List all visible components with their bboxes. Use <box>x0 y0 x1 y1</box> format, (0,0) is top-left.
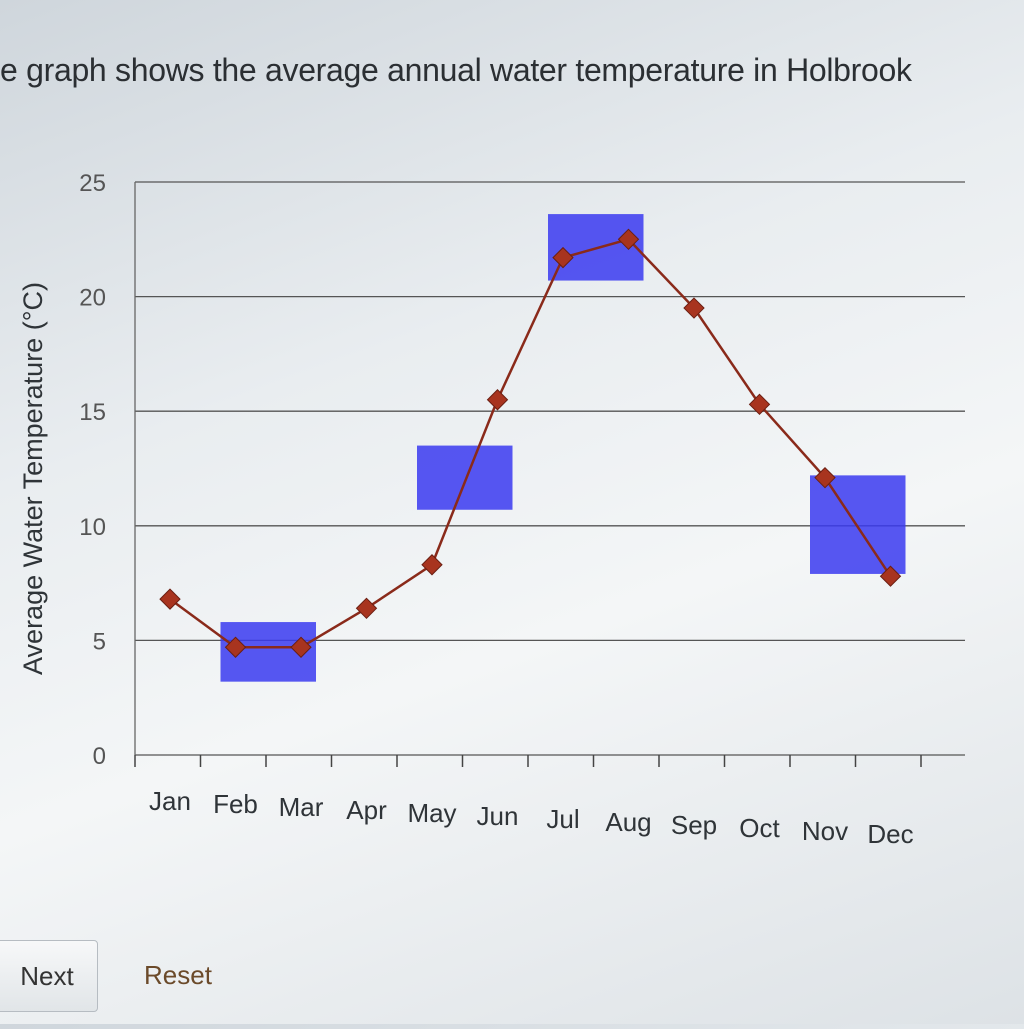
data-point[interactable] <box>748 393 771 416</box>
x-tick-label: Jan <box>149 786 191 816</box>
x-tick-label: Jun <box>477 801 519 831</box>
y-tick-label: 25 <box>79 170 106 197</box>
highlight-box[interactable] <box>810 475 906 574</box>
data-point[interactable] <box>159 588 181 610</box>
y-tick-label: 20 <box>79 285 106 312</box>
y-tick-label: 15 <box>79 399 106 426</box>
series-line <box>169 237 892 649</box>
x-tick-label: May <box>407 798 456 828</box>
y-tick-label: 5 <box>93 628 106 655</box>
reset-button[interactable]: Reset <box>144 959 212 990</box>
y-tick-label: 10 <box>79 514 106 541</box>
x-tick-label: Aug <box>605 807 651 837</box>
x-tick-label: Nov <box>802 816 848 846</box>
x-tick-label: Apr <box>346 795 387 825</box>
data-point[interactable] <box>879 565 902 587</box>
data-point[interactable] <box>617 228 640 251</box>
data-point[interactable] <box>552 246 574 269</box>
data-point[interactable] <box>355 597 378 620</box>
question-text: e graph shows the average annual water t… <box>0 52 912 88</box>
x-tick-label: Jul <box>546 804 579 834</box>
x-tick-label: Sep <box>671 810 717 840</box>
x-tick-label: Feb <box>213 789 258 819</box>
data-point[interactable] <box>421 554 443 576</box>
next-button[interactable]: Next <box>0 940 98 1012</box>
data-point[interactable] <box>224 636 247 658</box>
data-point[interactable] <box>486 389 509 411</box>
x-tick-label: Oct <box>739 813 780 843</box>
x-tick-label: Dec <box>867 819 913 849</box>
y-axis-title: Average Water Temperature (°C) <box>18 282 48 675</box>
data-point[interactable] <box>814 466 836 489</box>
data-point[interactable] <box>290 636 312 658</box>
y-tick-label: 0 <box>93 743 106 770</box>
highlight-box[interactable] <box>417 445 513 510</box>
data-point[interactable] <box>683 297 705 319</box>
x-tick-label: Mar <box>279 792 324 822</box>
